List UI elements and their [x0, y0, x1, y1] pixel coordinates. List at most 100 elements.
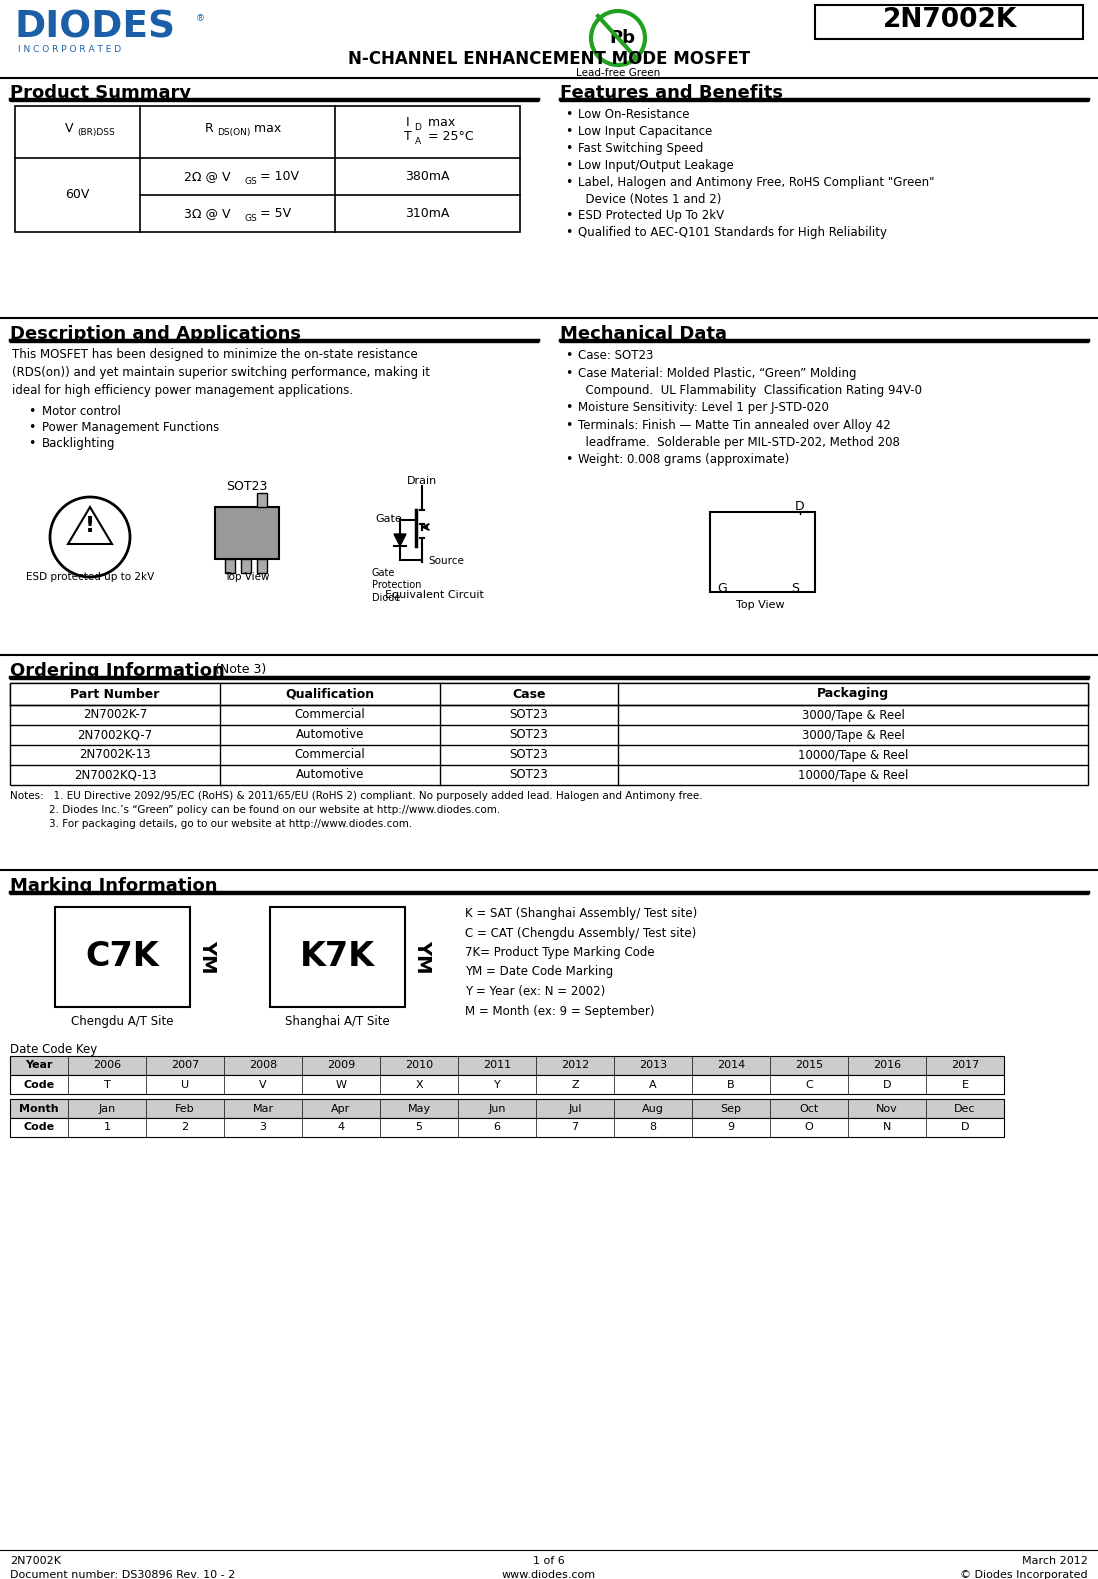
Text: N-CHANNEL ENHANCEMENT MODE MOSFET: N-CHANNEL ENHANCEMENT MODE MOSFET [348, 51, 750, 68]
Text: Aug: Aug [642, 1104, 664, 1113]
Text: Sep: Sep [720, 1104, 741, 1113]
Text: Oct: Oct [799, 1104, 819, 1113]
Text: 2009: 2009 [327, 1061, 355, 1071]
Text: 9: 9 [728, 1123, 735, 1132]
Text: SOT23: SOT23 [509, 728, 548, 742]
Text: C7K: C7K [86, 941, 159, 974]
Text: 3Ω @ V: 3Ω @ V [184, 207, 231, 219]
Text: max: max [424, 115, 455, 128]
Text: Nov: Nov [876, 1104, 898, 1113]
Text: D: D [795, 501, 805, 513]
Bar [10, 684, 1088, 704]
Text: 2011: 2011 [483, 1061, 511, 1071]
Bar [815, 5, 1083, 39]
Text: I: I [405, 115, 410, 128]
Text: Year: Year [25, 1061, 53, 1071]
Text: 3: 3 [259, 1123, 267, 1132]
Text: (Note 3): (Note 3) [215, 663, 266, 676]
Text: (BR)DSS: (BR)DSS [78, 128, 115, 137]
Text: Jun: Jun [489, 1104, 506, 1113]
Text: Jul: Jul [569, 1104, 582, 1113]
Text: •: • [565, 418, 572, 433]
Text: 2016: 2016 [873, 1061, 901, 1071]
Text: SOT23: SOT23 [509, 769, 548, 782]
Text: YM: YM [199, 940, 217, 974]
Bar [55, 906, 190, 1007]
Text: 7: 7 [571, 1123, 579, 1132]
Text: 10000/Tape & Reel: 10000/Tape & Reel [798, 769, 908, 782]
Text: •: • [565, 107, 572, 122]
Text: V: V [259, 1080, 267, 1090]
Text: Mar: Mar [253, 1104, 273, 1113]
Text: Source: Source [428, 556, 463, 565]
Text: ESD protected up to 2kV: ESD protected up to 2kV [26, 572, 154, 583]
Text: 5: 5 [415, 1123, 423, 1132]
Text: Apr: Apr [332, 1104, 350, 1113]
Text: Ordering Information: Ordering Information [10, 662, 225, 681]
Text: DIODES: DIODES [15, 9, 176, 46]
Bar [257, 493, 267, 507]
Bar [10, 1099, 1004, 1118]
Text: Case: Case [513, 687, 546, 701]
Text: GS: GS [245, 177, 257, 186]
Text: 2014: 2014 [717, 1061, 746, 1071]
Text: Features and Benefits: Features and Benefits [560, 84, 783, 103]
Text: 1 of 6
www.diodes.com: 1 of 6 www.diodes.com [502, 1555, 596, 1579]
Text: Low On-Resistance: Low On-Resistance [578, 107, 690, 122]
Text: Terminals: Finish — Matte Tin annealed over Alloy 42
  leadframe.  Solderable pe: Terminals: Finish — Matte Tin annealed o… [578, 418, 900, 448]
Text: T: T [103, 1080, 111, 1090]
Bar [10, 1075, 1004, 1094]
Bar [10, 1056, 1004, 1075]
Text: Code: Code [23, 1123, 55, 1132]
Text: Mechanical Data: Mechanical Data [560, 325, 727, 343]
Bar [15, 106, 520, 232]
Text: •: • [565, 159, 572, 172]
Text: Marking Information: Marking Information [10, 876, 217, 895]
Text: •: • [565, 453, 572, 466]
Text: Z: Z [571, 1080, 579, 1090]
Text: •: • [29, 422, 35, 434]
Text: !: ! [85, 516, 96, 535]
Text: Automotive: Automotive [295, 769, 365, 782]
Text: Low Input/Output Leakage: Low Input/Output Leakage [578, 159, 733, 172]
Text: Feb: Feb [176, 1104, 194, 1113]
Text: Label, Halogen and Antimony Free, RoHS Compliant "Green"
  Device (Notes 1 and 2: Label, Halogen and Antimony Free, RoHS C… [578, 175, 934, 205]
Text: Chengdu A/T Site: Chengdu A/T Site [71, 1015, 173, 1028]
Text: N: N [883, 1123, 892, 1132]
Text: This MOSFET has been designed to minimize the on-state resistance
(R​DS(on)) and: This MOSFET has been designed to minimiz… [12, 347, 430, 396]
Text: SOT23: SOT23 [509, 709, 548, 722]
Text: Gate: Gate [376, 515, 402, 524]
Text: 1: 1 [103, 1123, 111, 1132]
Text: •: • [565, 142, 572, 155]
Text: Backlighting: Backlighting [42, 437, 115, 450]
Text: •: • [565, 349, 572, 362]
Text: Description and Applications: Description and Applications [10, 325, 301, 343]
Text: •: • [565, 125, 572, 137]
Text: 8: 8 [649, 1123, 657, 1132]
Bar [10, 684, 1088, 785]
Text: •: • [565, 208, 572, 223]
Text: Moisture Sensitivity: Level 1 per J-STD-020: Moisture Sensitivity: Level 1 per J-STD-… [578, 401, 829, 414]
Text: •: • [565, 366, 572, 381]
Text: = 5V: = 5V [256, 207, 291, 219]
Text: •: • [565, 226, 572, 238]
Text: 4: 4 [337, 1123, 345, 1132]
Text: Shanghai A/T Site: Shanghai A/T Site [285, 1015, 390, 1028]
Text: 2N7002K-7: 2N7002K-7 [82, 709, 147, 722]
Text: GS: GS [245, 215, 257, 223]
Text: Y: Y [494, 1080, 501, 1090]
Bar [710, 512, 815, 592]
Text: Commercial: Commercial [294, 709, 366, 722]
Text: Qualification: Qualification [285, 687, 374, 701]
Text: Commercial: Commercial [294, 748, 366, 761]
Text: X: X [415, 1080, 423, 1090]
Text: 2006: 2006 [93, 1061, 121, 1071]
Text: ®: ® [197, 14, 205, 24]
Text: 310mA: 310mA [405, 207, 450, 219]
Bar [215, 507, 279, 559]
Text: Case: SOT23: Case: SOT23 [578, 349, 653, 362]
Text: 6: 6 [493, 1123, 501, 1132]
Text: SOT23: SOT23 [509, 748, 548, 761]
Text: Lead-free Green: Lead-free Green [575, 68, 660, 77]
Text: B: B [727, 1080, 735, 1090]
